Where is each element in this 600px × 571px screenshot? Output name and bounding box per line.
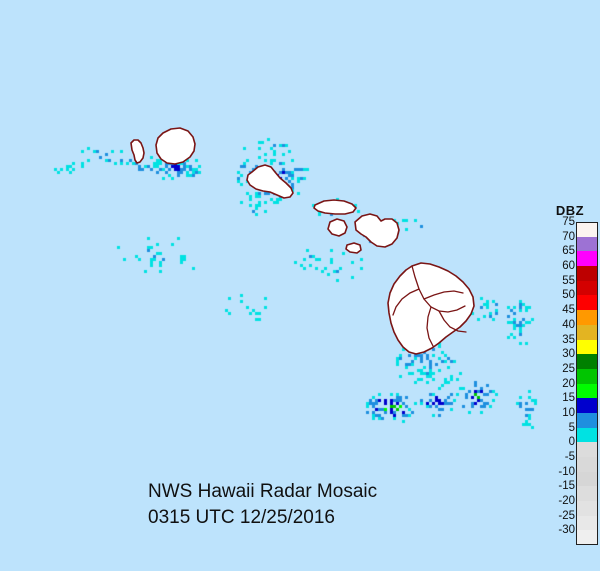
legend-value-label: 45 bbox=[562, 304, 575, 317]
island-kauai bbox=[155, 127, 196, 165]
legend-color-swatch bbox=[576, 501, 598, 516]
legend-value-label: -30 bbox=[558, 524, 575, 537]
legend-row: 15 bbox=[540, 392, 600, 413]
legend-value-label: 30 bbox=[562, 348, 575, 361]
legend-color-swatch bbox=[576, 530, 598, 546]
legend-row: -5 bbox=[540, 451, 600, 472]
legend-row: -15 bbox=[540, 480, 600, 502]
legend-value-label: 50 bbox=[562, 289, 575, 302]
legend-color-swatch bbox=[576, 486, 598, 502]
legend-color-swatch bbox=[576, 266, 598, 281]
legend-color-swatch bbox=[576, 368, 598, 384]
island-coastline bbox=[354, 213, 400, 248]
legend-row: -30 bbox=[540, 524, 600, 546]
island-niihau bbox=[130, 139, 145, 164]
legend-color-swatch bbox=[576, 515, 598, 531]
island-oahu bbox=[246, 164, 294, 199]
county-boundary bbox=[423, 290, 464, 300]
island-coastline bbox=[155, 127, 196, 165]
island-coastline bbox=[130, 139, 145, 164]
legend-value-label: 55 bbox=[562, 274, 575, 287]
legend-row: -20 bbox=[540, 495, 600, 516]
legend-row: -25 bbox=[540, 510, 600, 531]
island-kahoolawe bbox=[345, 242, 362, 254]
island-coastline bbox=[246, 164, 294, 199]
legend-color-swatch bbox=[576, 280, 598, 296]
legend-value-label: -20 bbox=[558, 495, 575, 508]
legend-row: 65 bbox=[540, 245, 600, 267]
legend-color-swatch bbox=[576, 442, 598, 457]
county-boundary bbox=[438, 310, 467, 333]
legend-value-label: -5 bbox=[564, 451, 575, 463]
legend-value-label: 60 bbox=[562, 260, 575, 273]
legend-rows: 75 70 65 60 55 50 45 40 35 30 25 20 15 10 5 0 -5 -10 -15 -2… bbox=[540, 216, 600, 546]
legend-value-label: 15 bbox=[562, 392, 575, 405]
island-lanai bbox=[327, 218, 348, 237]
legend-value-label: 0 bbox=[568, 436, 575, 449]
legend-row: 30 bbox=[540, 348, 600, 369]
island-maui bbox=[354, 213, 400, 248]
legend-value-label: -25 bbox=[558, 509, 575, 522]
legend-color-swatch bbox=[576, 222, 598, 237]
legend-value-label: 35 bbox=[562, 333, 575, 346]
legend-color-swatch bbox=[576, 471, 598, 487]
county-boundary bbox=[392, 288, 420, 316]
legend-value-label: 65 bbox=[562, 245, 575, 258]
island-molokai bbox=[313, 199, 357, 215]
legend-value-label: -15 bbox=[558, 480, 575, 493]
legend-value-label: 10 bbox=[562, 406, 575, 419]
island-hawaii-big-island bbox=[387, 262, 475, 355]
legend-color-swatch bbox=[576, 339, 598, 355]
legend-row: 70 bbox=[540, 231, 600, 252]
legend-row: 20 bbox=[540, 378, 600, 399]
legend-row: 75 bbox=[540, 216, 600, 237]
legend-value-label: -10 bbox=[558, 465, 575, 478]
legend-color-swatch bbox=[576, 354, 598, 369]
product-title: NWS Hawaii Radar Mosaic bbox=[148, 481, 378, 502]
product-timestamp: 0315 UTC 12/25/2016 bbox=[148, 507, 335, 528]
legend-color-swatch bbox=[576, 398, 598, 413]
legend-row: 55 bbox=[540, 275, 600, 296]
island-coastline bbox=[327, 218, 348, 237]
county-boundary bbox=[426, 306, 434, 347]
caption-block: NWS Hawaii Radar Mosaic 0315 UTC 12/25/2… bbox=[148, 479, 377, 531]
legend-value-label: 75 bbox=[562, 216, 575, 228]
legend-value-label: 5 bbox=[568, 421, 575, 434]
legend-value-label: 25 bbox=[562, 362, 575, 375]
legend-color-swatch bbox=[576, 457, 598, 472]
legend-color-swatch bbox=[576, 236, 598, 252]
legend-color-swatch bbox=[576, 295, 598, 311]
legend-row: 50 bbox=[540, 289, 600, 311]
legend-row: 60 bbox=[540, 260, 600, 281]
legend-row: 5 bbox=[540, 422, 600, 443]
legend-color-swatch bbox=[576, 251, 598, 267]
legend-color-swatch bbox=[576, 310, 598, 325]
legend-row: 0 bbox=[540, 436, 600, 457]
legend-color-swatch bbox=[576, 383, 598, 399]
island-coastline bbox=[313, 199, 357, 215]
legend-row: 40 bbox=[540, 319, 600, 340]
island-coastline bbox=[345, 242, 362, 254]
legend-row: 25 bbox=[540, 363, 600, 384]
legend-color-swatch bbox=[576, 427, 598, 443]
legend-value-label: 40 bbox=[562, 318, 575, 331]
legend-row: 10 bbox=[540, 407, 600, 428]
legend-color-swatch bbox=[576, 324, 598, 340]
legend-title: DBZ bbox=[555, 203, 585, 218]
legend-value-label: 20 bbox=[562, 377, 575, 390]
legend-value-label: 70 bbox=[562, 230, 575, 243]
legend-row: 35 bbox=[540, 334, 600, 355]
legend-row: 45 bbox=[540, 304, 600, 325]
legend-row: -10 bbox=[540, 466, 600, 487]
legend-color-swatch bbox=[576, 412, 598, 428]
